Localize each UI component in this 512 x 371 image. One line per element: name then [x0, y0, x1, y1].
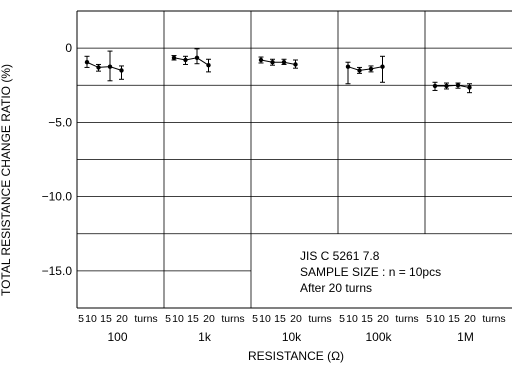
data-point	[96, 65, 101, 70]
series-group	[84, 48, 472, 94]
data-point	[380, 64, 385, 69]
series-line-1M	[435, 84, 470, 88]
annotation-box: JIS C 5261 7.8 SAMPLE SIZE : n = 10pcs A…	[300, 249, 441, 295]
data-point	[119, 68, 124, 73]
x-tick-label: 20	[203, 313, 215, 325]
x-tick-label: 15	[361, 313, 373, 325]
x-tick-label: 10	[259, 313, 271, 325]
group-label: 100	[107, 330, 127, 344]
x-tick-label: 5	[426, 313, 432, 325]
x-tick-label: 20	[290, 313, 302, 325]
data-point	[455, 83, 461, 88]
data-point	[345, 64, 351, 69]
y-tick-label: −10.0	[42, 190, 73, 204]
x-tick-label: 10	[346, 313, 358, 325]
series-line-1k	[173, 57, 209, 66]
series-line-100k	[347, 66, 383, 71]
group-label: 10k	[282, 330, 302, 344]
group-label: 1M	[457, 330, 474, 344]
x-tick-label: 5	[165, 313, 171, 325]
group-label: 1k	[198, 330, 212, 344]
x-tick-label: 20	[464, 313, 476, 325]
x-tick-label: 10	[433, 313, 445, 325]
data-point	[206, 63, 211, 68]
data-point	[107, 64, 113, 69]
x-tick-label: 5	[78, 313, 84, 325]
annotation-line-3: After 20 turns	[300, 281, 372, 295]
x-tick-label: turns	[308, 313, 331, 325]
x-tick-label: turns	[482, 313, 505, 325]
annotation-line-2: SAMPLE SIZE : n = 10pcs	[300, 265, 441, 279]
data-point	[368, 66, 374, 72]
grid	[77, 11, 512, 308]
series-line-10k	[260, 59, 296, 65]
data-point	[357, 68, 362, 73]
x-tick-label: turns	[134, 313, 157, 325]
data-point	[194, 55, 200, 60]
x-tick-label: 15	[274, 313, 286, 325]
group-label: 100k	[365, 330, 392, 344]
x-tick-label: 20	[116, 313, 128, 325]
data-point	[293, 62, 298, 67]
data-point	[84, 60, 90, 65]
data-point	[258, 57, 264, 63]
data-point	[432, 83, 438, 89]
x-tick-label: 20	[377, 313, 389, 325]
data-point	[270, 60, 275, 65]
y-tick-label: −15.0	[42, 264, 73, 278]
x-tick-label: turns	[395, 313, 418, 325]
annotation-line-1: JIS C 5261 7.8	[300, 249, 380, 263]
data-point	[171, 55, 177, 60]
data-point	[183, 57, 188, 63]
y-axis-label: TOTAL RESISTANCE CHANGE RATIO (%)	[0, 64, 13, 296]
x-tick-label: 15	[100, 313, 112, 325]
y-tick-label: 0	[65, 41, 72, 55]
x-tick-label: 10	[85, 313, 97, 325]
x-axis-label: RESISTANCE (Ω)	[248, 349, 344, 363]
x-tick-label: 5	[252, 313, 258, 325]
x-tick-label: 15	[187, 313, 199, 325]
x-tick-label: 15	[448, 313, 460, 325]
x-tick-label: turns	[221, 313, 244, 325]
data-point	[281, 60, 287, 65]
x-tick-label: 5	[339, 313, 345, 325]
x-tick-label: 10	[172, 313, 184, 325]
series-line-100	[86, 61, 122, 71]
data-point	[467, 85, 472, 90]
data-point	[444, 83, 449, 89]
y-tick-label: −5.0	[48, 115, 72, 129]
